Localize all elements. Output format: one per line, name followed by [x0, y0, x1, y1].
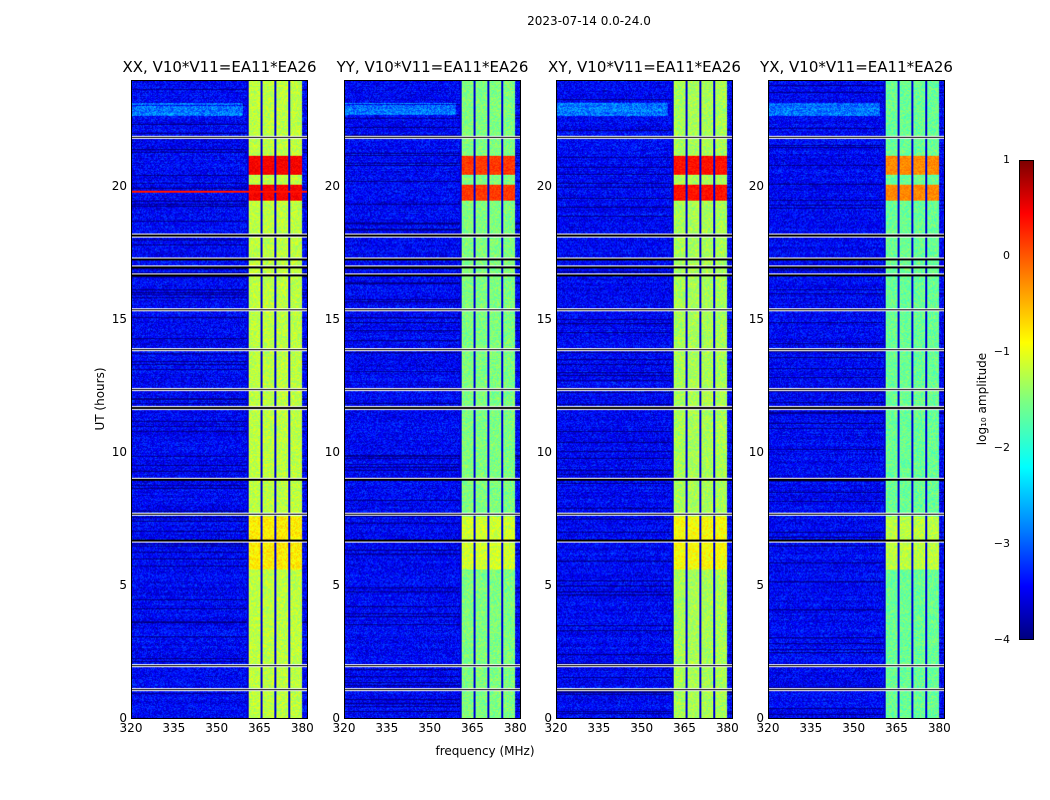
- y-tick-label: 0: [544, 711, 552, 725]
- x-tick-label: 380: [927, 721, 951, 735]
- x-tick-label: 320: [756, 721, 780, 735]
- heatmap-image: [556, 80, 733, 719]
- colorbar-tick-label: −4: [993, 633, 1010, 646]
- x-tick-label: 365: [461, 721, 484, 735]
- y-tick-label: 15: [111, 311, 127, 326]
- x-tick-label: 335: [162, 721, 186, 735]
- x-tick-label: 320: [119, 721, 143, 735]
- y-tick-label: 0: [119, 711, 127, 725]
- x-tick-label: 335: [799, 721, 823, 735]
- figure-suptitle: 2023-07-14 0.0-24.0: [527, 14, 651, 28]
- heatmap-panel-1: YY, V10*V11=EA11*EA26 320 335 350 365 380 0 5 10…: [325, 58, 529, 735]
- heatmap-panel-3: YX, V10*V11=EA11*EA26 320 335 350 365 380 0 5 10…: [749, 58, 953, 735]
- x-tick-label: 320: [332, 721, 356, 735]
- y-tick-label: 0: [332, 711, 340, 725]
- y-tick-label: 20: [748, 178, 764, 193]
- colorbar-tick-label: −2: [993, 441, 1010, 454]
- y-tick-label: 20: [324, 178, 340, 193]
- panel-title: YY, V10*V11=EA11*EA26: [336, 58, 529, 76]
- heatmap-image: [131, 80, 308, 719]
- x-tick-label: 380: [503, 721, 527, 735]
- y-tick-label: 5: [119, 577, 127, 592]
- x-tick-label: 380: [290, 721, 314, 735]
- x-tick-label: 335: [375, 721, 399, 735]
- y-axis-label: UT (hours): [93, 367, 107, 431]
- x-tick-label: 335: [587, 721, 611, 735]
- colorbar-tick-label: −3: [993, 537, 1010, 550]
- y-tick-label: 5: [756, 577, 764, 592]
- y-tick-label: 10: [111, 444, 127, 459]
- heatmap-image: [344, 80, 521, 719]
- colorbar-tick-label: 1: [1003, 153, 1010, 166]
- x-tick-label: 320: [544, 721, 568, 735]
- y-tick-label: 15: [748, 311, 764, 326]
- x-tick-label: 365: [673, 721, 696, 735]
- y-tick-label: 0: [756, 711, 764, 725]
- x-tick-label: 380: [715, 721, 739, 735]
- x-tick-label: 350: [418, 721, 442, 735]
- x-tick-label: 350: [842, 721, 866, 735]
- panel-title: XY, V10*V11=EA11*EA26: [548, 58, 741, 76]
- x-tick-label: 365: [885, 721, 908, 735]
- y-tick-label: 10: [748, 444, 764, 459]
- y-tick-label: 10: [324, 444, 340, 459]
- y-tick-label: 20: [111, 178, 127, 193]
- y-tick-label: 15: [536, 311, 552, 326]
- y-tick-label: 10: [536, 444, 552, 459]
- x-tick-label: 350: [630, 721, 654, 735]
- colorbar-tick-label: 0: [1003, 249, 1010, 262]
- y-tick-label: 20: [536, 178, 552, 193]
- heatmap-image: [768, 80, 945, 719]
- panel-title: YX, V10*V11=EA11*EA26: [760, 58, 953, 76]
- y-tick-label: 5: [544, 577, 552, 592]
- x-tick-label: 365: [248, 721, 271, 735]
- x-axis-label: frequency (MHz): [435, 744, 535, 758]
- colorbar: [1019, 160, 1034, 640]
- heatmap-panel-0: XX, V10*V11=EA11*EA26 320 335 350 365 380 0 5 10…: [112, 58, 317, 735]
- panel-title: XX, V10*V11=EA11*EA26: [122, 58, 317, 76]
- colorbar-label: log₁₀ amplitude: [975, 352, 989, 446]
- heatmap-panel-2: XY, V10*V11=EA11*EA26 320 335 350 365 380 0 5 10…: [537, 58, 741, 735]
- y-tick-label: 15: [324, 311, 340, 326]
- colorbar-tick-label: −1: [993, 345, 1010, 358]
- y-tick-label: 5: [332, 577, 340, 592]
- x-tick-label: 350: [205, 721, 229, 735]
